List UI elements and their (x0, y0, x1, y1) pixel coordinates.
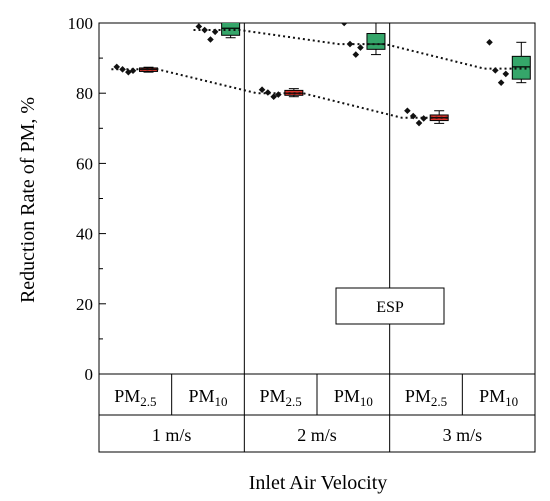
data-point (264, 89, 272, 96)
data-point (195, 23, 203, 30)
data-point (404, 107, 411, 115)
plot-marks (111, 23, 531, 127)
x-pm-label: PM10 (334, 386, 373, 409)
box (366, 33, 386, 50)
x-velocity-label: 1 m/s (152, 425, 192, 445)
box (221, 23, 241, 36)
data-point (415, 119, 423, 127)
plot-frame (98, 22, 536, 453)
x-pm-label: PM2.5 (114, 386, 156, 409)
y-tick-label: 40 (76, 225, 93, 244)
x-velocity-label: 3 m/s (443, 425, 483, 445)
data-point (340, 23, 348, 27)
legend-box (335, 287, 445, 325)
data-point (352, 51, 360, 58)
data-point (129, 67, 137, 75)
data-point (207, 36, 214, 43)
y-tick-label: 80 (76, 84, 93, 103)
data-point (492, 67, 499, 74)
data-point (125, 68, 132, 76)
x-velocity-label: 2 m/s (297, 425, 337, 445)
data-point (346, 40, 354, 48)
data-point (357, 44, 364, 51)
data-point (497, 79, 505, 86)
y-tick-label: 0 (85, 365, 94, 384)
data-point (270, 93, 277, 101)
data-point (258, 86, 266, 93)
x-pm-label: PM10 (479, 386, 518, 409)
legend-label: ESP (376, 299, 404, 316)
legend: ESP (335, 287, 445, 325)
data-point (486, 39, 493, 46)
trend-line (111, 68, 449, 119)
y-tick-label: 100 (68, 14, 94, 33)
y-axis-label: Reduction Rate of PM, % (17, 97, 39, 303)
data-point (502, 70, 510, 78)
y-tick-label: 20 (76, 295, 93, 314)
y-tick-label: 60 (76, 154, 93, 173)
data-point (211, 28, 219, 36)
x-pm-label: PM10 (188, 386, 227, 409)
x-pm-label: PM2.5 (405, 386, 447, 409)
x-pm-label: PM2.5 (260, 386, 302, 409)
x-axis-label: Inlet Air Velocity (249, 472, 388, 494)
